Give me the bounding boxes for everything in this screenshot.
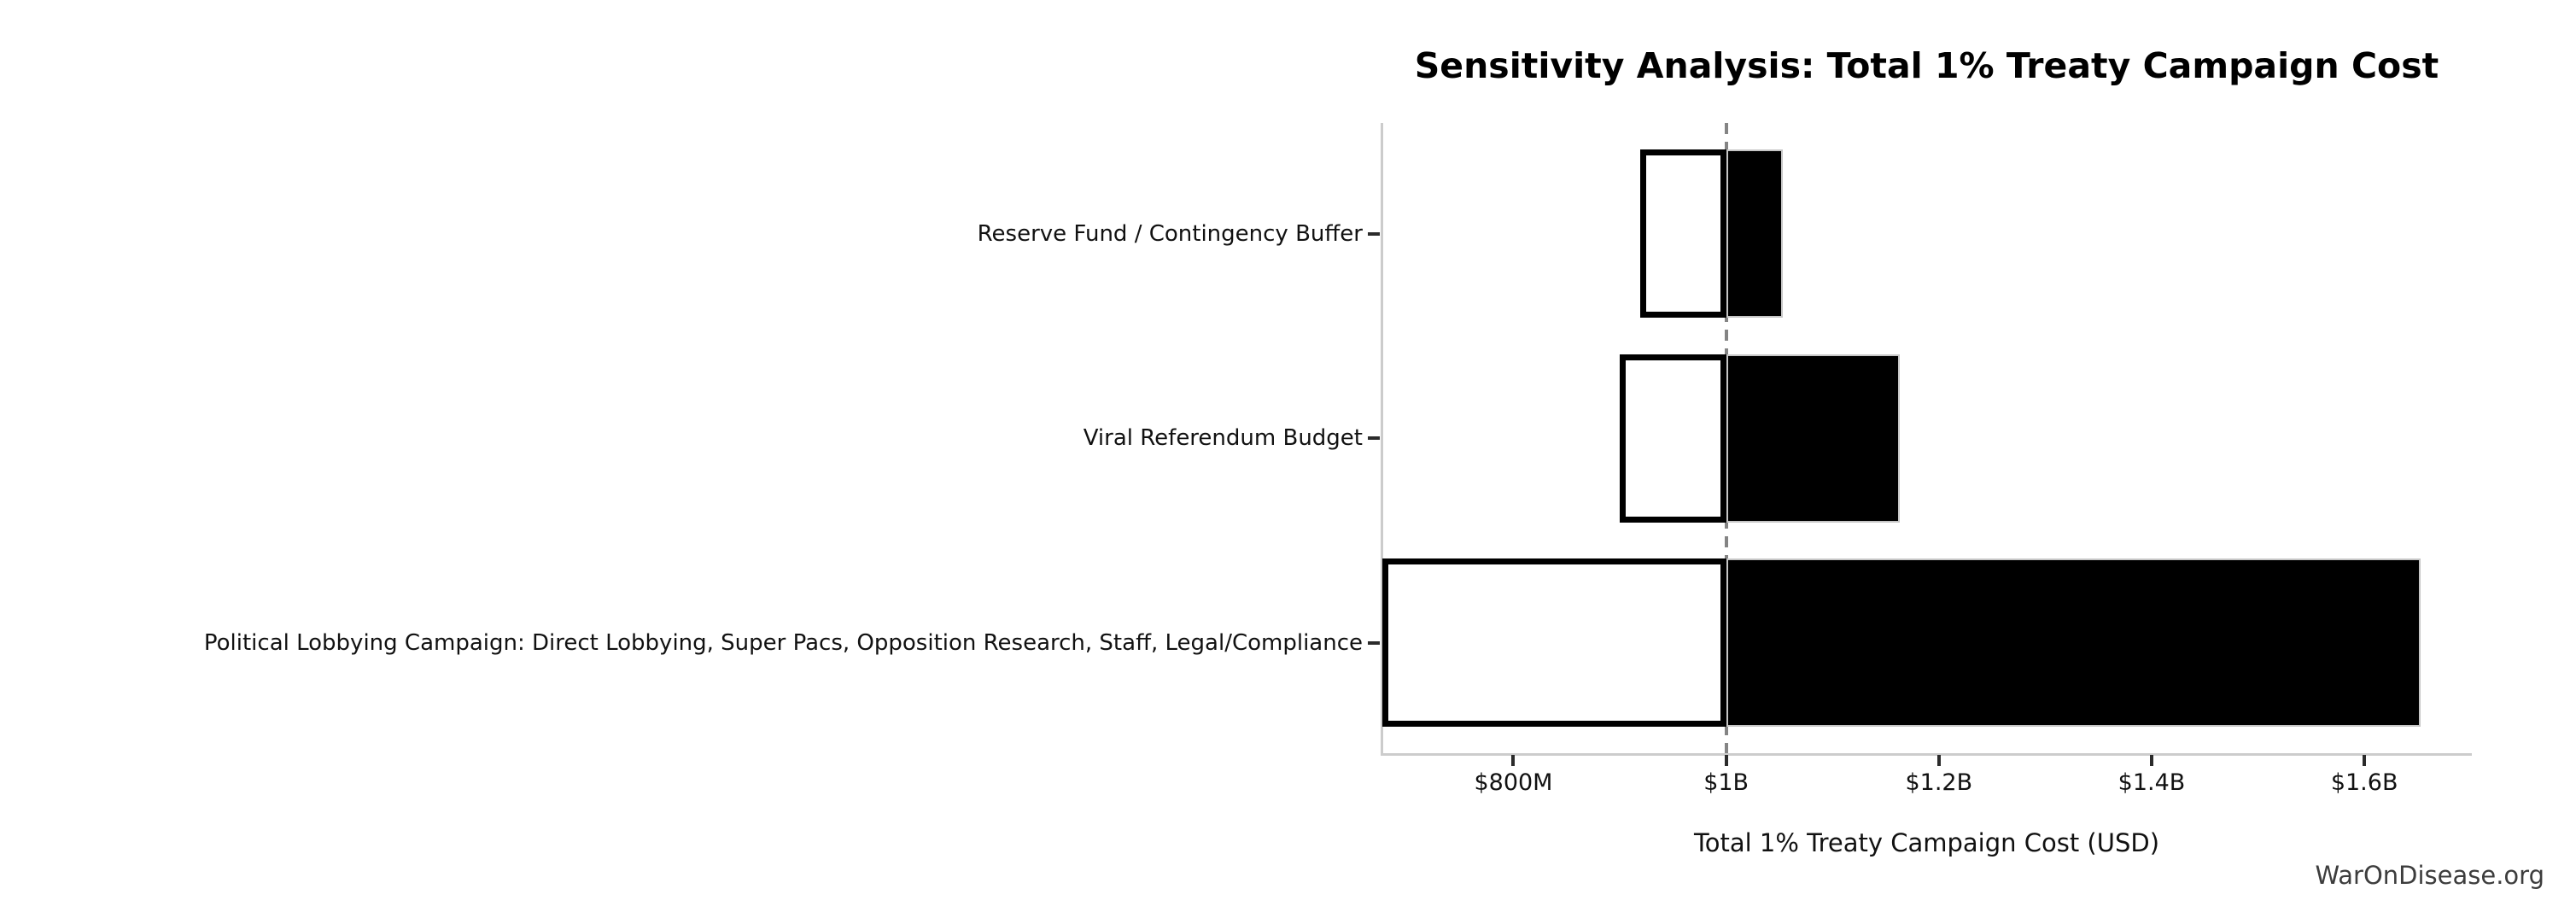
- x-axis-label: Total 1% Treaty Campaign Cost (USD): [1693, 828, 2160, 857]
- bar-high-segment: [1726, 558, 2421, 727]
- watermark-text: WarOnDisease.org: [2315, 861, 2544, 890]
- x-axis-spine: [1381, 752, 2472, 756]
- bar-low-segment: [1382, 558, 1726, 727]
- x-axis-tick: [1724, 755, 1728, 766]
- x-axis-tick-label: $1B: [1703, 769, 1749, 796]
- y-axis-category-label: Viral Referendum Budget: [1083, 425, 1363, 451]
- bar-low-segment: [1639, 149, 1726, 318]
- x-axis-tick-label: $800M: [1474, 769, 1553, 796]
- y-axis-tick: [1368, 231, 1380, 236]
- y-axis-category-label: Political Lobbying Campaign: Direct Lobb…: [203, 629, 1363, 656]
- x-axis-tick: [1936, 755, 1941, 766]
- chart-title: Sensitivity Analysis: Total 1% Treaty Ca…: [1414, 45, 2439, 86]
- bar-low-segment: [1620, 354, 1726, 523]
- y-axis-tick: [1368, 640, 1380, 645]
- x-axis-tick: [1511, 755, 1516, 766]
- y-axis-category-label: Reserve Fund / Contingency Buffer: [977, 220, 1363, 247]
- bar-high-segment: [1726, 354, 1900, 523]
- y-axis-spine: [1380, 123, 1383, 756]
- x-axis-tick-label: $1.6B: [2330, 769, 2398, 796]
- x-axis-tick-label: $1.4B: [2117, 769, 2186, 796]
- x-axis-tick-label: $1.2B: [1905, 769, 1973, 796]
- bar-high-segment: [1726, 149, 1783, 318]
- y-axis-tick: [1368, 436, 1380, 440]
- x-axis-tick: [2149, 755, 2153, 766]
- x-axis-tick: [2363, 755, 2367, 766]
